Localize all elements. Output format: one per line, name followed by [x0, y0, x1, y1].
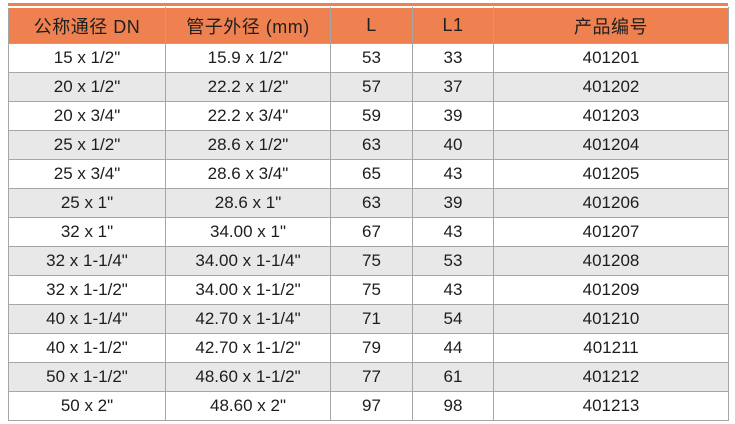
table-cell: 25 x 1/2": [8, 130, 166, 160]
table-row: 25 x 1/2" 28.6 x 1/2" 63 40 401204: [8, 130, 729, 160]
table-cell: 50 x 1-1/2": [8, 362, 166, 392]
table-cell: 59: [330, 101, 413, 131]
table-cell: 53: [412, 246, 494, 276]
table-row: 20 x 1/2" 22.2 x 1/2" 57 37 401202: [8, 72, 729, 102]
table-row: 40 x 1-1/2" 42.70 x 1-1/2" 79 44 401211: [8, 333, 729, 363]
table-cell: 20 x 1/2": [8, 72, 166, 102]
table-body: 15 x 1/2" 15.9 x 1/2" 53 33 401201 20 x 1/2" 2…: [8, 43, 729, 421]
table-cell: 32 x 1-1/2": [8, 275, 166, 305]
table-row: 25 x 1" 28.6 x 1" 63 39 401206: [8, 188, 729, 218]
table-cell: 37: [412, 72, 494, 102]
table-cell: 22.2 x 1/2": [165, 72, 331, 102]
table-cell: 25 x 3/4": [8, 159, 166, 189]
table-cell: 401205: [493, 159, 729, 189]
table-cell: 401212: [493, 362, 729, 392]
table-cell: 34.00 x 1-1/4": [165, 246, 331, 276]
table-cell: 39: [412, 101, 494, 131]
table-row: 15 x 1/2" 15.9 x 1/2" 53 33 401201: [8, 43, 729, 73]
table-row: 25 x 3/4" 28.6 x 3/4" 65 43 401205: [8, 159, 729, 189]
table-cell: 15 x 1/2": [8, 43, 166, 73]
table-cell: 97: [330, 391, 413, 421]
column-header-l1: L1: [412, 7, 494, 44]
table-cell: 43: [412, 159, 494, 189]
table-cell: 63: [330, 188, 413, 218]
table-cell: 50 x 2": [8, 391, 166, 421]
table-cell: 98: [412, 391, 494, 421]
table-cell: 401202: [493, 72, 729, 102]
table-row: 20 x 3/4" 22.2 x 3/4" 59 39 401203: [8, 101, 729, 131]
table-cell: 28.6 x 3/4": [165, 159, 331, 189]
table-cell: 401213: [493, 391, 729, 421]
table-cell: 401211: [493, 333, 729, 363]
table-cell: 39: [412, 188, 494, 218]
table-cell: 40 x 1-1/4": [8, 304, 166, 334]
column-header-product-code: 产品编号: [493, 7, 729, 44]
column-header-pipe-outer-diameter: 管子外径 (mm): [165, 7, 331, 44]
table-cell: 67: [330, 217, 413, 247]
column-header-nominal-diameter: 公称通径 DN: [8, 7, 166, 44]
table-cell: 43: [412, 217, 494, 247]
table-cell: 22.2 x 3/4": [165, 101, 331, 131]
table-cell: 15.9 x 1/2": [165, 43, 331, 73]
table-cell: 71: [330, 304, 413, 334]
table-cell: 61: [412, 362, 494, 392]
table-cell: 34.00 x 1-1/2": [165, 275, 331, 305]
table-cell: 401204: [493, 130, 729, 160]
table-cell: 63: [330, 130, 413, 160]
table-row: 32 x 1-1/4" 34.00 x 1-1/4" 75 53 401208: [8, 246, 729, 276]
table-cell: 401207: [493, 217, 729, 247]
table-cell: 57: [330, 72, 413, 102]
table-cell: 20 x 3/4": [8, 101, 166, 131]
table-row: 32 x 1-1/2" 34.00 x 1-1/2" 75 43 401209: [8, 275, 729, 305]
table-cell: 401203: [493, 101, 729, 131]
table-cell: 48.60 x 1-1/2": [165, 362, 331, 392]
table-row: 32 x 1" 34.00 x 1" 67 43 401207: [8, 217, 729, 247]
table-cell: 34.00 x 1": [165, 217, 331, 247]
table-cell: 42.70 x 1-1/4": [165, 304, 331, 334]
table-cell: 75: [330, 275, 413, 305]
table-cell: 65: [330, 159, 413, 189]
pipe-fitting-spec-table: 公称通径 DN 管子外径 (mm) L L1 产品编号 15 x 1/2" 15.…: [8, 7, 729, 421]
table-row: 50 x 1-1/2" 48.60 x 1-1/2" 77 61 401212: [8, 362, 729, 392]
table-cell: 401208: [493, 246, 729, 276]
table-cell: 40: [412, 130, 494, 160]
table-cell: 33: [412, 43, 494, 73]
table-header: 公称通径 DN 管子外径 (mm) L L1 产品编号: [8, 7, 729, 44]
table-row: 40 x 1-1/4" 42.70 x 1-1/4" 71 54 401210: [8, 304, 729, 334]
table-cell: 43: [412, 275, 494, 305]
table-cell: 54: [412, 304, 494, 334]
table-cell: 28.6 x 1": [165, 188, 331, 218]
header-row: 公称通径 DN 管子外径 (mm) L L1 产品编号: [8, 7, 729, 44]
table-cell: 77: [330, 362, 413, 392]
table-cell: 42.70 x 1-1/2": [165, 333, 331, 363]
table-cell: 28.6 x 1/2": [165, 130, 331, 160]
table-cell: 25 x 1": [8, 188, 166, 218]
spec-table-container: 公称通径 DN 管子外径 (mm) L L1 产品编号 15 x 1/2" 15.…: [8, 3, 729, 421]
table-cell: 401201: [493, 43, 729, 73]
table-cell: 53: [330, 43, 413, 73]
table-cell: 44: [412, 333, 494, 363]
table-cell: 401209: [493, 275, 729, 305]
table-cell: 401210: [493, 304, 729, 334]
table-cell: 75: [330, 246, 413, 276]
table-cell: 32 x 1": [8, 217, 166, 247]
table-cell: 40 x 1-1/2": [8, 333, 166, 363]
table-cell: 79: [330, 333, 413, 363]
table-cell: 401206: [493, 188, 729, 218]
table-row: 50 x 2" 48.60 x 2" 97 98 401213: [8, 391, 729, 421]
table-cell: 32 x 1-1/4": [8, 246, 166, 276]
table-cell: 48.60 x 2": [165, 391, 331, 421]
column-header-l: L: [330, 7, 413, 44]
